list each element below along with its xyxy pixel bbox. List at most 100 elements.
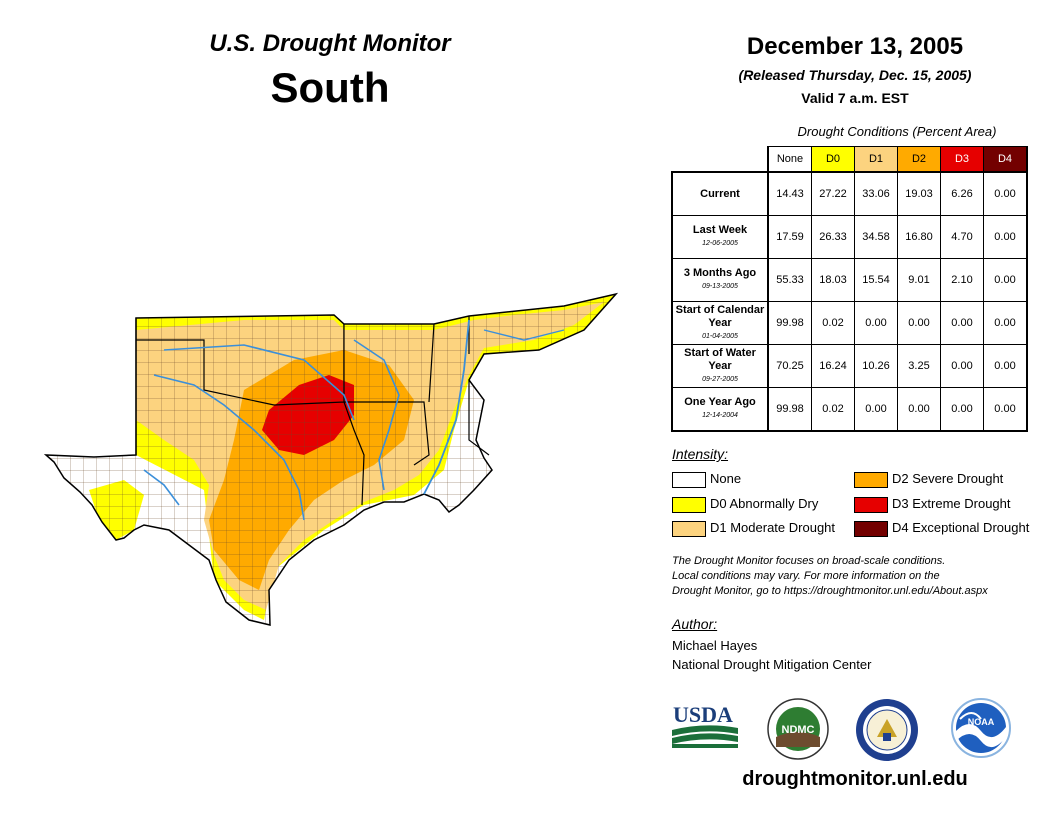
legend-title: Intensity:: [672, 446, 729, 462]
col-header-d1: D1: [854, 146, 898, 173]
row-label-text: Start of Calendar Year: [675, 303, 765, 329]
legend-label: D1 Moderate Drought: [710, 520, 836, 535]
noaa-logo-text: NOAA: [968, 717, 995, 727]
table-cell: 0.02: [811, 387, 855, 432]
table-cell: 0.00: [897, 387, 941, 432]
table-cell: 19.03: [897, 171, 941, 216]
table-row-3-months: 3 Months Ago 09-13-2005 55.33 18.03 15.54…: [671, 258, 1028, 302]
table-header-row: None D0 D1 D2 D3 D4: [672, 146, 1028, 173]
row-date: 01-04-2005: [702, 332, 738, 340]
released-date: (Released Thursday, Dec. 15, 2005): [738, 67, 972, 83]
usda-logo-text: USDA: [673, 702, 733, 727]
row-label-text: Current: [700, 187, 740, 200]
author-title: Author:: [672, 616, 718, 632]
table-cell: 0.00: [940, 344, 984, 388]
legend-swatch: [854, 521, 888, 537]
row-date: 12-06-2005: [702, 240, 738, 247]
river-ouachita: [353, 339, 400, 491]
legend-label: D0 Abnormally Dry: [710, 496, 819, 511]
drought-area-group: [46, 294, 616, 625]
drought-map: [44, 292, 619, 626]
author-name: Michael Hayes: [672, 638, 758, 653]
table-cell: 3.25: [897, 344, 941, 388]
river-red: [153, 374, 305, 521]
table-cell: 0.00: [983, 215, 1028, 259]
river-mississippi: [423, 319, 470, 495]
table-cell: 17.59: [767, 215, 812, 259]
row-label-text: Last Week: [692, 224, 748, 236]
table-row-water-year: Start of Water Year 09-27-2005 70.25 16.2…: [671, 344, 1028, 388]
table-cell: 0.00: [940, 387, 984, 432]
table-cell: 10.26: [854, 344, 898, 388]
col-header-d3: D3: [940, 146, 984, 173]
table-cell: 70.25: [767, 344, 812, 388]
disclaimer-note: The Drought Monitor focuses on broad-sca…: [672, 554, 988, 599]
table-cell: 0.00: [854, 301, 898, 345]
row-label: Current: [671, 171, 769, 216]
col-header-d0: D0: [811, 146, 855, 173]
table-cell: 99.98: [767, 387, 812, 432]
table-row-calendar-year: Start of Calendar Year 01-04-2005 99.98 0…: [671, 301, 1028, 345]
state-borders: [135, 316, 490, 506]
table-cell: 0.00: [854, 387, 898, 432]
table-row-current: Current 14.43 27.22 33.06 19.03 6.26 0.0…: [671, 171, 1028, 216]
footer-url: droughtmonitor.unl.edu: [742, 768, 968, 790]
river-tennessee: [483, 329, 565, 341]
table-cell: 9.01: [897, 258, 941, 302]
row-label: Start of Water Year 09-27-2005: [671, 344, 769, 388]
table-cell: 14.43: [767, 171, 812, 216]
legend-label: None: [710, 471, 742, 486]
row-label-text: 3 Months Ago: [683, 267, 757, 279]
row-date: 09-13-2005: [702, 283, 738, 290]
note-line: Local conditions may vary. For more info…: [672, 570, 940, 582]
row-label: Last Week 12-06-2005: [671, 215, 769, 259]
table-cell: 0.02: [811, 301, 855, 345]
row-label: 3 Months Ago 09-13-2005: [671, 258, 769, 302]
table-cell: 18.03: [811, 258, 855, 302]
col-header-d2: D2: [897, 146, 941, 173]
row-date: 09-27-2005: [702, 375, 738, 383]
usda-logo: USDA: [672, 702, 738, 748]
row-label: Start of Calendar Year 01-04-2005: [671, 301, 769, 345]
col-header-none: None: [767, 146, 812, 173]
valid-time: Valid 7 a.m. EST: [801, 90, 909, 106]
legend-label: D4 Exceptional Drought: [892, 520, 1030, 535]
table-cell: 0.00: [983, 301, 1028, 345]
table-cell: 27.22: [811, 171, 855, 216]
row-date: 12-14-2004: [702, 412, 738, 419]
note-line: The Drought Monitor focuses on broad-sca…: [672, 555, 946, 567]
commerce-seal-logo: [856, 699, 918, 761]
table-cell: 55.33: [767, 258, 812, 302]
table-row-year-ago: One Year Ago 12-14-2004 99.98 0.02 0.00 0…: [671, 387, 1028, 432]
legend-swatch: [672, 472, 706, 488]
noaa-logo: NOAA: [951, 698, 1011, 758]
table-cell: 99.98: [767, 301, 812, 345]
table-cell: 26.33: [811, 215, 855, 259]
table-cell: 2.10: [940, 258, 984, 302]
table-cell: 33.06: [854, 171, 898, 216]
table-cell: 0.00: [983, 344, 1028, 388]
note-line: Drought Monitor, go to https://droughtmo…: [672, 585, 988, 597]
table-caption: Drought Conditions (Percent Area): [797, 124, 997, 139]
table-cell: 16.80: [897, 215, 941, 259]
region-outline: [44, 292, 619, 626]
table-cell: 16.24: [811, 344, 855, 388]
table-cell: 6.26: [940, 171, 984, 216]
table-row-last-week: Last Week 12-06-2005 17.59 26.33 34.58 16…: [671, 215, 1028, 259]
legend-swatch: [672, 497, 706, 513]
table-cell: 4.70: [940, 215, 984, 259]
table-cell: 0.00: [983, 387, 1028, 432]
legend-label: D2 Severe Drought: [892, 471, 1004, 486]
river-pecos: [143, 469, 180, 506]
table-cell: 34.58: [854, 215, 898, 259]
row-label-text: One Year Ago: [684, 396, 756, 408]
table-cell: 0.00: [983, 258, 1028, 302]
table-cell: 0.00: [940, 301, 984, 345]
legend-swatch: [854, 472, 888, 488]
author-org: National Drought Mitigation Center: [672, 657, 872, 672]
row-label-text: Start of Water Year: [684, 346, 756, 372]
river-arkansas: [163, 344, 355, 421]
row-label: One Year Ago 12-14-2004: [671, 387, 769, 432]
table-cell: 0.00: [983, 171, 1028, 216]
map-title: U.S. Drought Monitor: [209, 30, 451, 57]
